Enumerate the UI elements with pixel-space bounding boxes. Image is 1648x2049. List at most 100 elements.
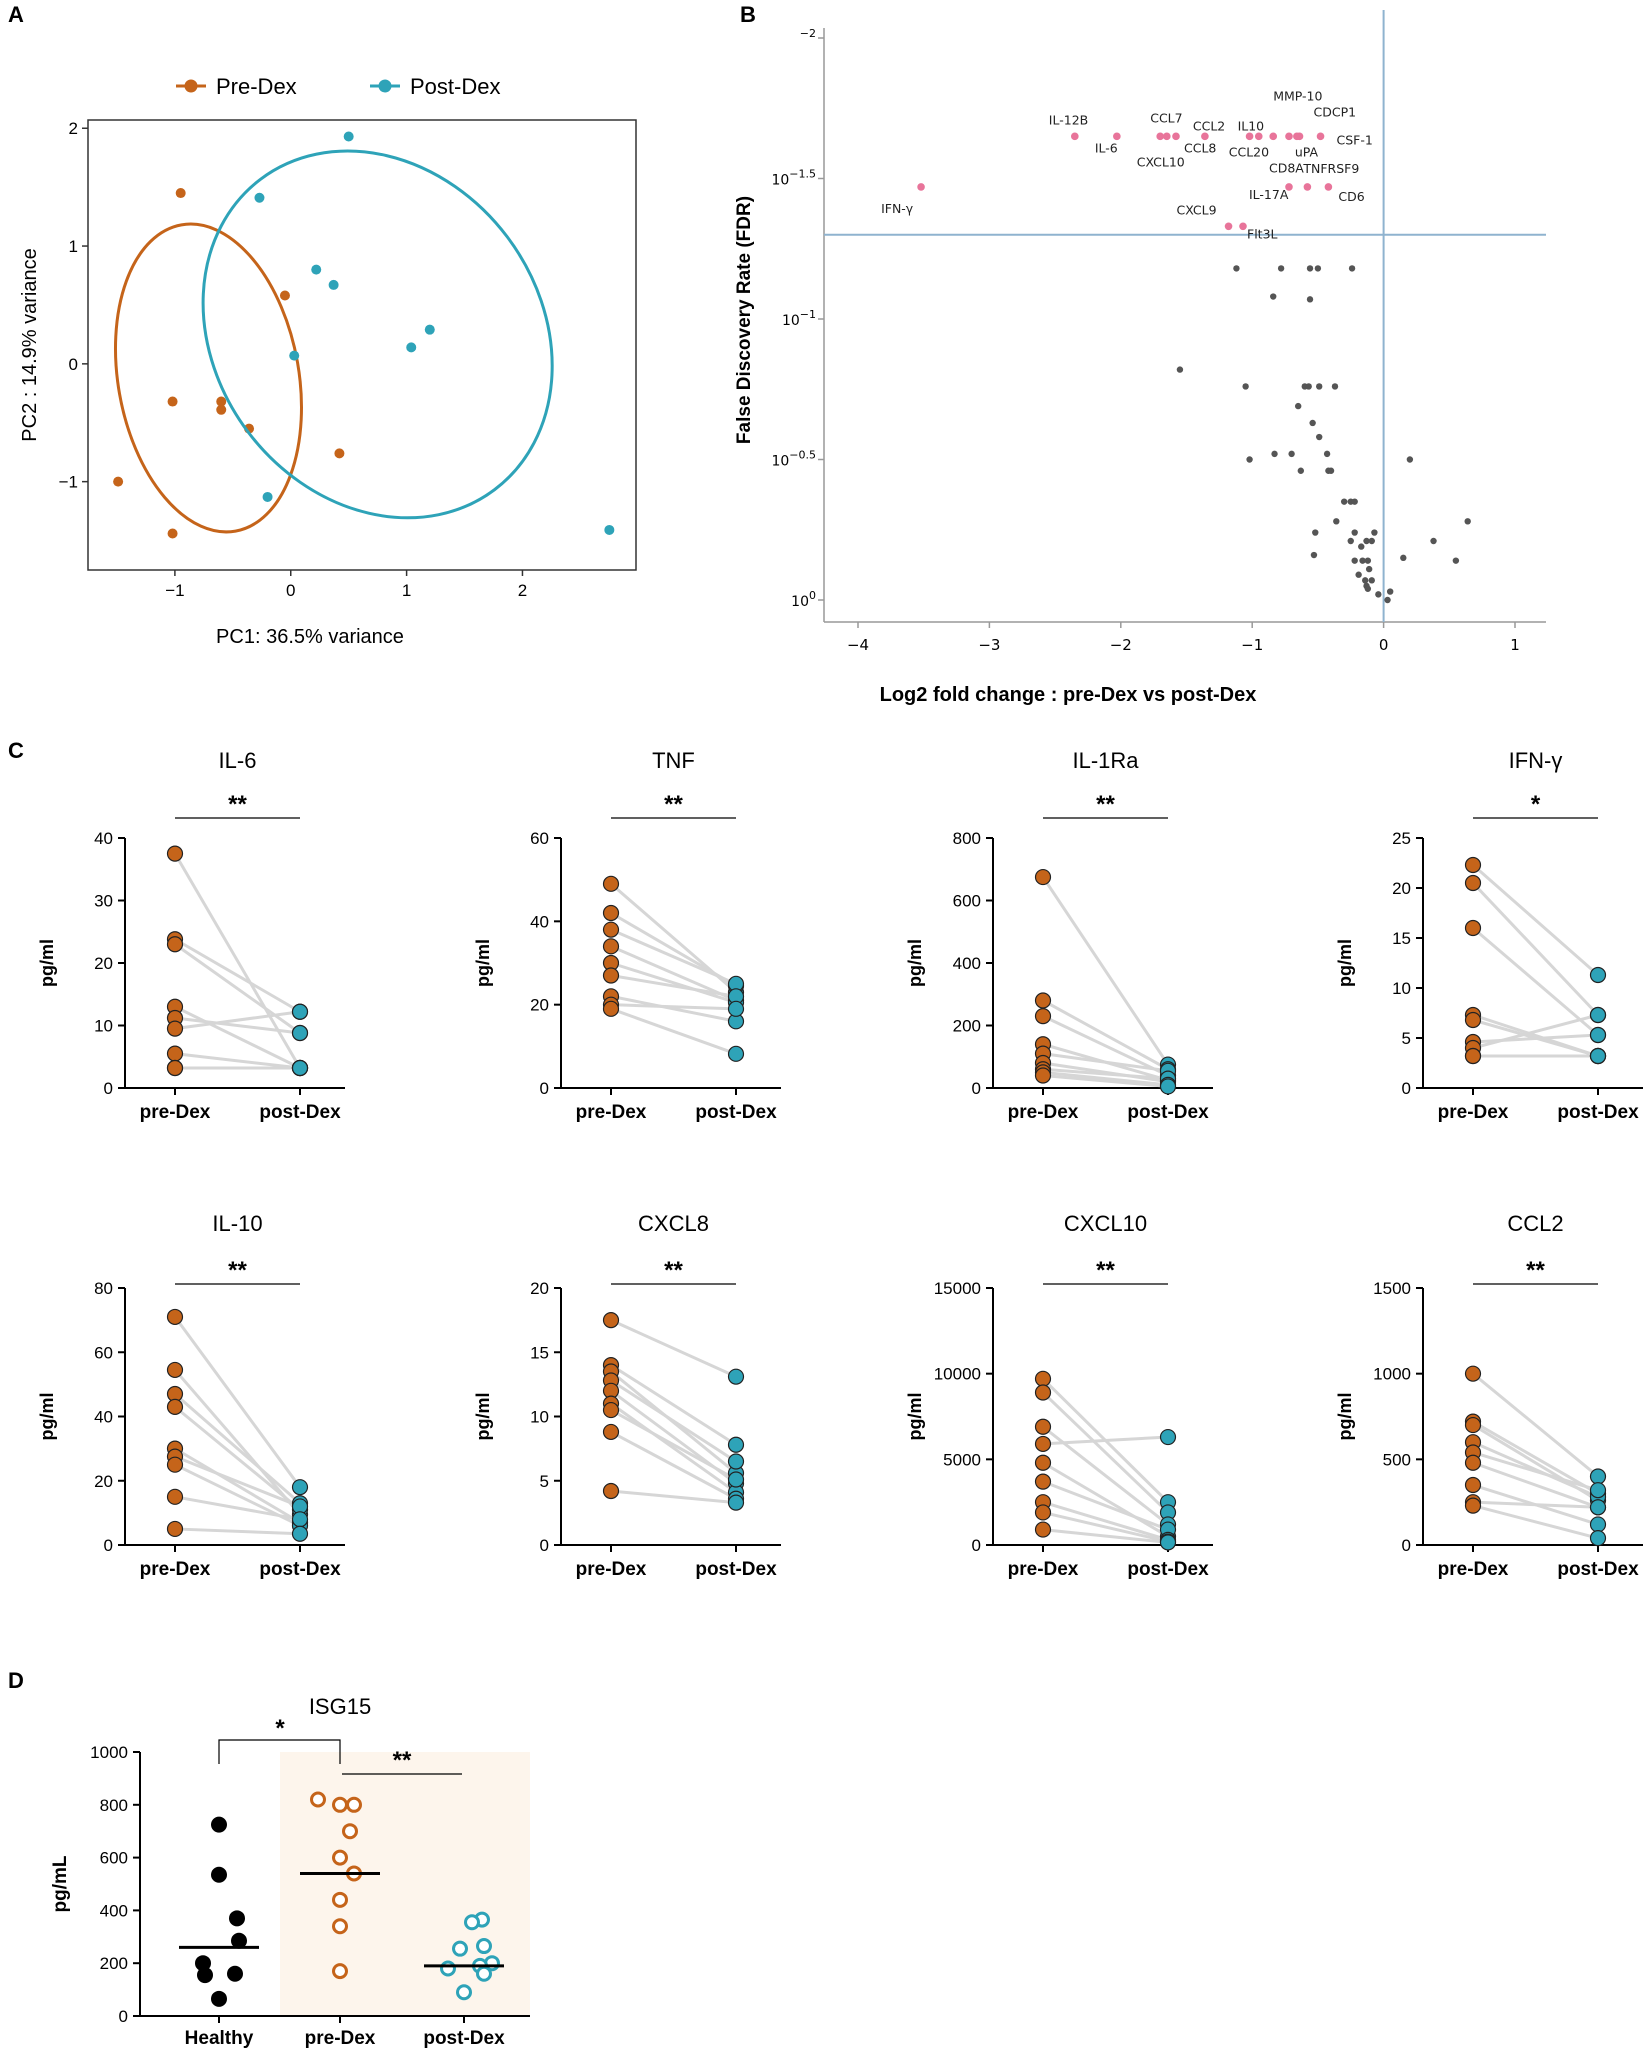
nonsignificant-point — [1333, 518, 1340, 525]
data-point-pre — [167, 396, 178, 407]
data-point-pre — [166, 1059, 184, 1077]
nonsignificant-point — [1309, 419, 1316, 427]
nonsignificant-point — [1430, 537, 1437, 545]
y-tick-label: 600 — [953, 892, 981, 911]
y-tick-label: 5 — [540, 1472, 549, 1491]
x-tick-label: post-Dex — [423, 2028, 505, 2049]
significance-label: ** — [1096, 791, 1115, 818]
y-tick-label: −1 — [59, 473, 78, 492]
data-point-pre — [1464, 1047, 1482, 1065]
significant-point — [1303, 183, 1312, 191]
y-tick-label: 15000 — [934, 1279, 981, 1298]
data-point-pre — [1464, 1454, 1482, 1471]
pair-line — [1472, 1461, 1599, 1509]
comparison-bracket — [218, 1739, 341, 1764]
data-point-pre — [166, 1520, 184, 1538]
data-point-post — [1589, 1047, 1607, 1065]
data-point-post — [727, 1045, 745, 1062]
gene-label: CCL7 — [1150, 110, 1182, 125]
nonsignificant-point — [1347, 537, 1354, 545]
pair-line — [173, 1316, 302, 1489]
paired-plot-tnf: TNF 0 20 40 60 pre-Dex post-Dex pg/ml ** — [473, 748, 781, 1123]
y-axis-label: pg/ml — [37, 1393, 57, 1441]
nonsignificant-point — [1375, 591, 1382, 598]
data-point-pre — [1034, 1067, 1052, 1084]
data-point-post — [406, 342, 417, 353]
data-point-post — [1159, 1534, 1177, 1551]
significant-point — [1162, 132, 1171, 141]
data-point-pre — [166, 1020, 184, 1037]
comparison-label: * — [275, 1715, 285, 1742]
data-point-pre — [1034, 992, 1052, 1009]
data-point-healthy — [211, 1866, 227, 1883]
significant-point — [1156, 132, 1165, 141]
nonsignificant-point — [1310, 551, 1318, 559]
pair-line — [1042, 1510, 1169, 1544]
y-tick-label: 2 — [69, 119, 78, 138]
data-point-pre-dex — [332, 1963, 348, 1980]
y-tick-label: 30 — [94, 892, 113, 911]
nonsignificant-point — [1271, 450, 1278, 458]
data-point-pre — [167, 528, 178, 539]
x-tick-label: pre-Dex — [576, 1559, 647, 1580]
y-tick-label: 80 — [94, 1279, 113, 1298]
plot-title: ISG15 — [309, 1694, 371, 1719]
y-tick-label: 0 — [540, 1536, 549, 1555]
data-point-post — [424, 324, 435, 335]
data-point-post — [727, 1000, 745, 1017]
data-point-post-dex — [452, 1940, 468, 1957]
nonsignificant-point — [1364, 585, 1372, 592]
data-point-post — [1589, 1006, 1607, 1024]
data-point-pre — [602, 904, 620, 922]
y-axis-label: pg/ml — [473, 1393, 493, 1441]
y-tick-label: 20 — [1392, 879, 1411, 898]
data-point-post-dex — [456, 1984, 472, 2001]
nonsignificant-point — [1384, 596, 1391, 604]
panel-label-a: A — [8, 2, 24, 27]
panel-label-b: B — [740, 2, 756, 27]
pair-line — [1042, 1061, 1169, 1084]
pair-line — [610, 974, 737, 998]
pair-line — [1042, 1528, 1169, 1544]
gene-label: CDCP1 — [1314, 104, 1357, 119]
y-tick-label: 0 — [69, 355, 78, 374]
y-axis-label: pg/mL — [50, 1855, 71, 1912]
pair-line — [174, 1005, 301, 1070]
data-point-post — [262, 491, 273, 502]
pair-line — [1472, 1451, 1599, 1492]
y-tick-label: 500 — [1383, 1450, 1411, 1469]
y-tick-label: 10−1 — [782, 308, 816, 329]
significant-point — [1269, 132, 1278, 141]
significant-point — [1285, 183, 1293, 191]
plot-title: IL-10 — [212, 1211, 262, 1236]
y-tick-label: 400 — [100, 1901, 128, 1920]
gene-label: MMP-10 — [1273, 88, 1322, 103]
data-point-post — [1589, 1468, 1607, 1485]
y-axis-label: pg/ml — [1335, 1393, 1355, 1441]
nonsignificant-point — [1323, 450, 1331, 458]
pair-line — [1472, 1440, 1599, 1499]
y-tick-label: 0 — [104, 1079, 113, 1098]
nonsignificant-point — [1312, 529, 1319, 536]
nonsignificant-point — [1277, 265, 1285, 272]
pair-line — [174, 1052, 301, 1070]
data-point-post — [291, 1479, 309, 1496]
paired-plot-cxcl8: CXCL8 0 5 10 15 20 pre-Dex post-Dex pg/ml ** — [473, 1211, 781, 1580]
significance-label: ** — [664, 791, 683, 818]
data-point-post — [291, 1525, 309, 1542]
data-point-post — [291, 1024, 309, 1042]
pair-line — [1042, 1052, 1169, 1073]
y-tick-label: 200 — [953, 1017, 981, 1036]
x-tick-label: pre-Dex — [140, 1559, 211, 1580]
data-point-post-dex — [464, 1914, 480, 1931]
nonsignificant-point — [1242, 383, 1249, 390]
y-tick-label: 1000 — [90, 1743, 128, 1762]
y-tick-label: 1500 — [1373, 1279, 1411, 1298]
pair-line — [174, 1447, 301, 1524]
gene-label: IL-6 — [1095, 140, 1118, 155]
y-tick-label: 0 — [119, 2007, 128, 2026]
data-point-post-dex — [440, 1960, 456, 1977]
nonsignificant-point — [1362, 577, 1369, 584]
